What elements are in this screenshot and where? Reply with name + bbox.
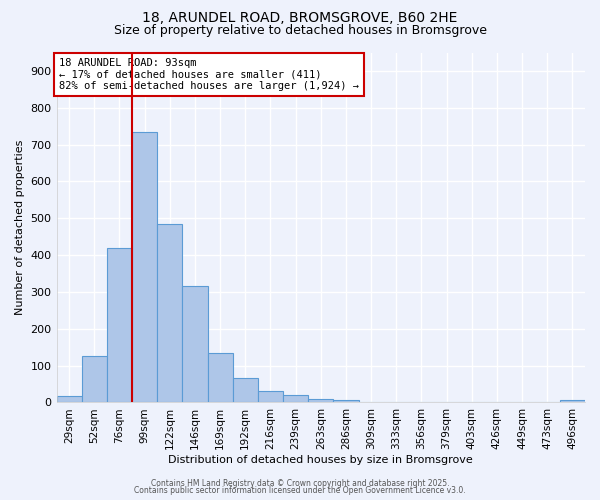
Bar bbox=[157, 224, 182, 402]
Bar bbox=[308, 399, 334, 402]
Bar bbox=[258, 392, 283, 402]
X-axis label: Distribution of detached houses by size in Bromsgrove: Distribution of detached houses by size … bbox=[169, 455, 473, 465]
Bar bbox=[233, 378, 258, 402]
Text: Contains HM Land Registry data © Crown copyright and database right 2025.: Contains HM Land Registry data © Crown c… bbox=[151, 479, 449, 488]
Text: 18, ARUNDEL ROAD, BROMSGROVE, B60 2HE: 18, ARUNDEL ROAD, BROMSGROVE, B60 2HE bbox=[142, 11, 458, 25]
Bar bbox=[82, 356, 107, 403]
Bar bbox=[56, 396, 82, 402]
Bar bbox=[107, 248, 132, 402]
Text: 18 ARUNDEL ROAD: 93sqm
← 17% of detached houses are smaller (411)
82% of semi-de: 18 ARUNDEL ROAD: 93sqm ← 17% of detached… bbox=[59, 58, 359, 91]
Bar bbox=[132, 132, 157, 402]
Bar bbox=[182, 286, 208, 403]
Bar bbox=[208, 354, 233, 403]
Bar bbox=[334, 400, 359, 402]
Bar bbox=[560, 400, 585, 402]
Y-axis label: Number of detached properties: Number of detached properties bbox=[15, 140, 25, 315]
Bar bbox=[283, 395, 308, 402]
Text: Size of property relative to detached houses in Bromsgrove: Size of property relative to detached ho… bbox=[113, 24, 487, 37]
Text: Contains public sector information licensed under the Open Government Licence v3: Contains public sector information licen… bbox=[134, 486, 466, 495]
